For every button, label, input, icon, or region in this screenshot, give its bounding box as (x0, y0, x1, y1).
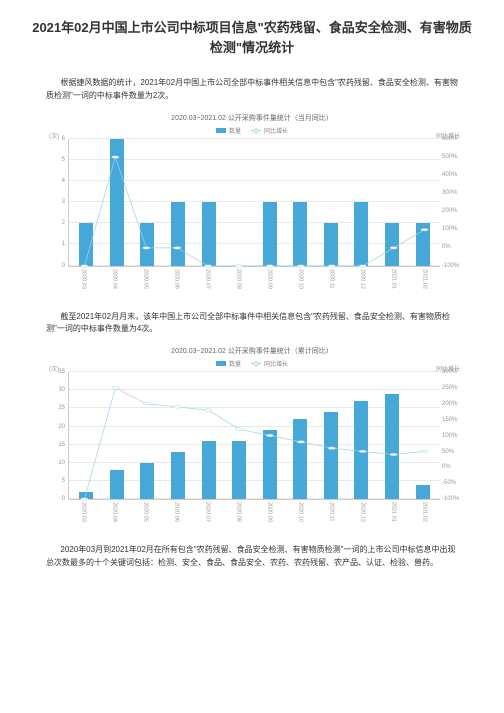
chart-2-xlabels: 2020.032020.042020.052020.062020.072020.… (68, 502, 440, 530)
chart-2-title: 2020.03~2021.02 公开采购事件量统计（累计同比） (46, 346, 458, 356)
intro-paragraph-3: 2020年03月到2021年02月在所有包含"农药残留、食品安全检测、有害物质检… (46, 544, 458, 570)
legend-bar-label: 数量 (229, 359, 241, 368)
legend-bar-swatch (216, 361, 226, 366)
chart-1-xlabels: 2020.032020.042020.052020.062020.072020.… (68, 269, 440, 297)
chart-1-legend: 数量 同比增长 (46, 126, 458, 135)
page-title: 2021年02月中国上市公司中标项目信息"农药残留、食品安全检测、有害物质检测"… (28, 18, 476, 57)
legend-line-swatch (251, 130, 261, 131)
intro-paragraph-1: 根据捷风数据的统计，2021年02月中国上市公司全部中标事件相关信息中包含"农药… (46, 77, 458, 103)
legend-line-label: 同比增长 (264, 126, 288, 135)
legend-line-swatch (251, 363, 261, 364)
chart-1: 2020.03~2021.02 公开采购事件量统计（当月同比） 数量 同比增长 … (46, 113, 458, 297)
intro-paragraph-2: 截至2021年02月月末，该年中国上市公司全部中标事件中相关信息包含"农药残留、… (46, 311, 458, 337)
legend-line-label: 同比增长 (264, 359, 288, 368)
legend-bar-label: 数量 (229, 126, 241, 135)
chart-1-plot: (次) 同比增长 0123456-100%0%100%200%300%400%5… (68, 139, 440, 267)
chart-1-title: 2020.03~2021.02 公开采购事件量统计（当月同比） (46, 113, 458, 123)
legend-bar-swatch (216, 128, 226, 133)
chart-2-legend: 数量 同比增长 (46, 359, 458, 368)
chart-2: 2020.03~2021.02 公开采购事件量统计（累计同比） 数量 同比增长 … (46, 346, 458, 530)
chart-2-plot: (次) 同比增长 05101520253035-100%-50%0%50%100… (68, 372, 440, 500)
